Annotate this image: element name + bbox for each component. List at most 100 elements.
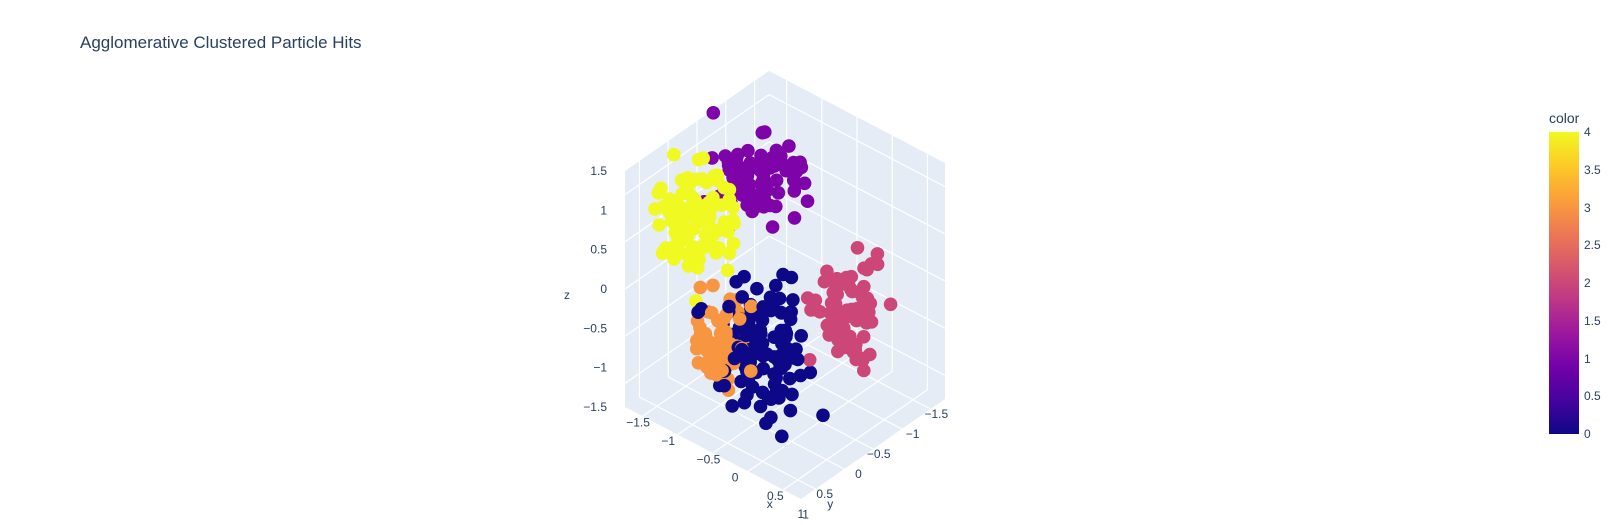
data-point-cluster-2[interactable] [832, 327, 846, 342]
data-point-cluster-0[interactable] [790, 352, 805, 367]
data-point-cluster-3[interactable] [693, 280, 708, 295]
data-point-cluster-0[interactable] [769, 385, 783, 400]
data-point-cluster-4[interactable] [714, 198, 729, 212]
data-point-cluster-1[interactable] [727, 155, 741, 169]
data-point-cluster-4[interactable] [710, 168, 725, 183]
data-point-cluster-4[interactable] [652, 218, 666, 232]
data-point-cluster-0[interactable] [793, 368, 808, 383]
data-point-cluster-4[interactable] [659, 241, 673, 255]
data-point-cluster-0[interactable] [753, 399, 768, 414]
data-point-cluster-0[interactable] [786, 293, 800, 307]
data-point-cluster-1[interactable] [741, 143, 755, 158]
data-point-cluster-2[interactable] [828, 275, 842, 289]
data-point-cluster-3[interactable] [732, 312, 747, 326]
data-point-cluster-4[interactable] [709, 243, 723, 257]
data-point-cluster-0[interactable] [783, 371, 797, 386]
data-point-cluster-0[interactable] [763, 290, 778, 305]
data-point-cluster-3[interactable] [704, 306, 719, 320]
data-point-cluster-0[interactable] [735, 290, 749, 304]
data-point-cluster-0[interactable] [738, 351, 753, 366]
data-point-cluster-2[interactable] [813, 305, 827, 319]
data-point-cluster-1[interactable] [771, 149, 786, 164]
data-point-cluster-4[interactable] [679, 223, 693, 237]
data-point-cluster-4[interactable] [708, 223, 722, 237]
data-point-cluster-0[interactable] [729, 275, 743, 289]
data-point-cluster-4[interactable] [695, 172, 710, 186]
data-point-cluster-2[interactable] [870, 257, 885, 272]
data-point-cluster-0[interactable] [745, 380, 760, 394]
data-point-cluster-0[interactable] [767, 302, 781, 317]
data-point-cluster-2[interactable] [823, 306, 837, 320]
data-point-cluster-3[interactable] [713, 353, 728, 368]
data-point-cluster-3[interactable] [719, 325, 733, 339]
data-point-cluster-4[interactable] [681, 171, 695, 185]
data-point-cluster-4[interactable] [690, 261, 705, 275]
data-point-cluster-1[interactable] [745, 204, 759, 219]
data-point-cluster-0[interactable] [756, 349, 770, 363]
data-point-cluster-0[interactable] [778, 357, 792, 372]
data-point-cluster-1[interactable] [756, 170, 771, 185]
data-point-cluster-4[interactable] [726, 213, 740, 228]
data-point-cluster-0[interactable] [739, 328, 753, 343]
data-point-cluster-2[interactable] [800, 291, 815, 305]
data-point-cluster-2[interactable] [860, 262, 874, 277]
data-point-cluster-2[interactable] [850, 241, 865, 255]
data-point-cluster-4[interactable] [726, 200, 740, 215]
data-point-cluster-2[interactable] [846, 345, 861, 359]
data-point-cluster-0[interactable] [794, 329, 808, 343]
data-point-cluster-2[interactable] [857, 279, 871, 294]
data-point-cluster-0[interactable] [764, 410, 778, 425]
data-point-cluster-2[interactable] [844, 282, 858, 296]
data-point-cluster-3[interactable] [717, 336, 732, 350]
data-point-cluster-4[interactable] [706, 190, 720, 205]
data-point-cluster-3[interactable] [715, 363, 729, 378]
data-point-cluster-1[interactable] [771, 186, 786, 200]
data-point-cluster-0[interactable] [754, 309, 768, 323]
data-point-cluster-2[interactable] [864, 315, 879, 329]
data-point-cluster-1[interactable] [726, 170, 740, 185]
data-point-cluster-3[interactable] [693, 320, 707, 335]
data-point-cluster-2[interactable] [838, 306, 852, 321]
data-point-cluster-0[interactable] [752, 332, 766, 347]
data-point-cluster-3[interactable] [744, 299, 758, 314]
data-point-cluster-4[interactable] [670, 200, 684, 214]
data-point-cluster-1[interactable] [769, 173, 784, 188]
data-point-cluster-1[interactable] [794, 160, 809, 175]
data-point-cluster-2[interactable] [857, 363, 871, 378]
data-point-cluster-4[interactable] [678, 210, 693, 225]
data-point-cluster-1[interactable] [756, 200, 771, 214]
data-point-cluster-0[interactable] [783, 403, 798, 418]
data-point-cluster-0[interactable] [755, 385, 770, 400]
data-point-cluster-4[interactable] [720, 263, 735, 278]
data-point-cluster-1[interactable] [782, 139, 796, 153]
data-point-cluster-0[interactable] [722, 299, 736, 314]
data-point-cluster-3[interactable] [703, 350, 718, 365]
data-point-cluster-0[interactable] [784, 270, 799, 285]
data-point-cluster-0[interactable] [737, 395, 752, 410]
data-point-cluster-0[interactable] [769, 278, 783, 293]
data-point-cluster-0[interactable] [727, 351, 742, 366]
data-point-cluster-4[interactable] [722, 182, 737, 197]
data-point-cluster-4[interactable] [667, 252, 681, 266]
data-point-cluster-2[interactable] [820, 318, 835, 333]
data-point-cluster-4[interactable] [667, 147, 681, 162]
data-point-cluster-4[interactable] [694, 240, 708, 254]
data-point-cluster-0[interactable] [691, 305, 705, 320]
data-point-cluster-2[interactable] [817, 274, 832, 289]
data-point-cluster-0[interactable] [717, 378, 732, 393]
data-point-cluster-1[interactable] [749, 188, 764, 203]
data-point-cluster-1[interactable] [797, 176, 812, 191]
data-point-cluster-4[interactable] [721, 224, 735, 239]
data-point-cluster-1[interactable] [755, 125, 770, 140]
data-point-cluster-1[interactable] [786, 173, 801, 188]
data-point-cluster-1[interactable] [732, 183, 747, 198]
data-point-cluster-1[interactable] [765, 220, 780, 234]
data-point-cluster-3[interactable] [706, 336, 720, 351]
data-point-cluster-0[interactable] [769, 371, 783, 385]
data-point-cluster-2[interactable] [820, 264, 834, 279]
data-point-cluster-0[interactable] [750, 281, 764, 296]
data-point-cluster-4[interactable] [695, 209, 710, 223]
data-point-cluster-3[interactable] [706, 278, 720, 293]
data-point-cluster-4[interactable] [668, 225, 682, 240]
data-point-cluster-0[interactable] [725, 399, 739, 413]
